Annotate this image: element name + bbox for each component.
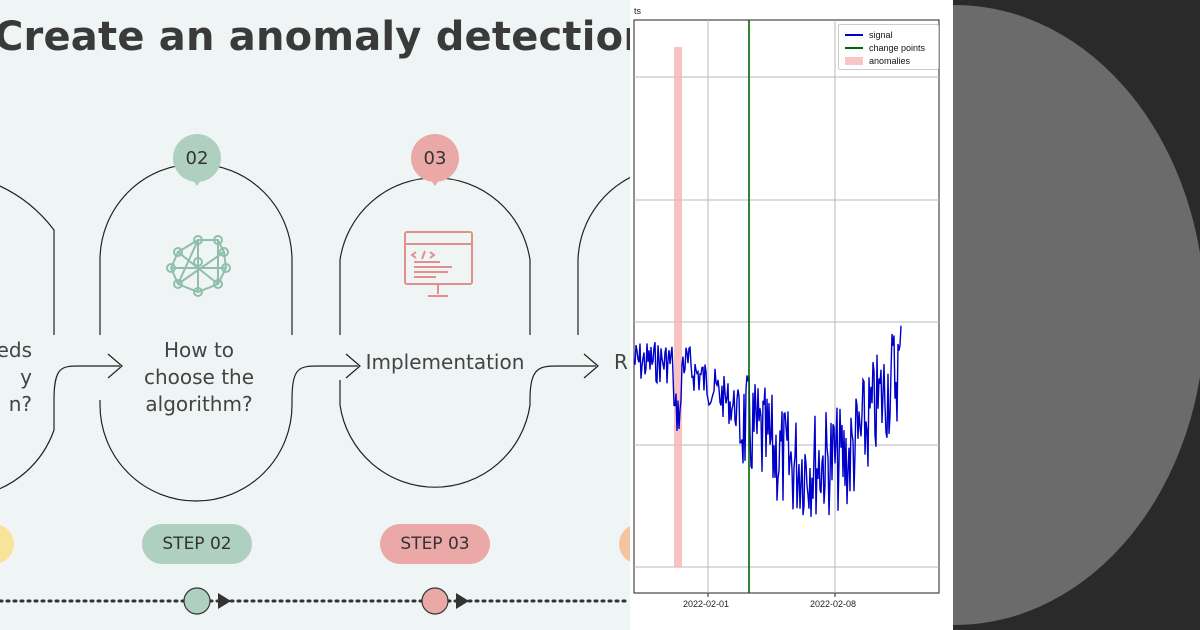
dark-background [953,0,1200,630]
step04-text: R [614,349,630,376]
step01-line3: n? [8,392,32,416]
step03-line1: Implementation [365,350,525,374]
x-tick-label-2: 2022-02-08 [810,599,857,609]
step01-outline [0,185,55,335]
step02-line3: algorithm? [145,392,253,416]
step04-line1: R [614,350,628,374]
step04-pill [619,524,630,564]
legend-change-points-swatch [845,47,863,49]
step01-text: eds y n? [0,337,32,418]
step02-line1: How to [163,338,235,362]
signal-line [633,325,902,517]
step04-outline [577,177,630,335]
chart-panel [630,0,953,630]
step02-line2: choose the [143,365,255,389]
legend-signal-swatch [845,34,863,36]
infographic-panel: Create an anomaly detection syste [0,0,630,630]
legend-anomalies: anomalies [869,56,911,66]
legend-anomalies-swatch [845,57,863,65]
legend-signal: signal [869,30,893,40]
page-title: Create an anomaly detection syste [0,14,630,60]
computer-code-icon [404,231,473,297]
step03-pill: STEP 03 [380,524,490,564]
chart-legend: signal change points anomalies [838,24,939,70]
chart-grid [634,20,939,593]
neural-network-icon [166,235,231,297]
timeline-marker-03 [421,587,469,615]
chart-axes-frame [633,19,940,594]
step01-line1: eds [0,338,32,362]
step01-pill [0,524,14,564]
timeline-marker-02 [183,587,231,615]
step01-line2: y [20,365,32,389]
chart-corner-label: ts [634,6,642,16]
anomaly-span [674,47,682,567]
x-tick-label-1: 2022-02-01 [683,599,730,609]
step02-pill: STEP 02 [142,524,252,564]
connector-3-4 [529,365,596,401]
gray-circle-decoration [953,5,1200,625]
step03-number-pin: 03 [411,134,459,186]
step02-text: How to choose the algorithm? [120,337,278,418]
step03-text: Implementation [360,349,530,376]
connector-1-2 [53,365,120,401]
legend-change-points: change points [869,43,926,53]
step02-number-pin: 02 [173,134,221,186]
connector-2-3 [291,365,358,401]
